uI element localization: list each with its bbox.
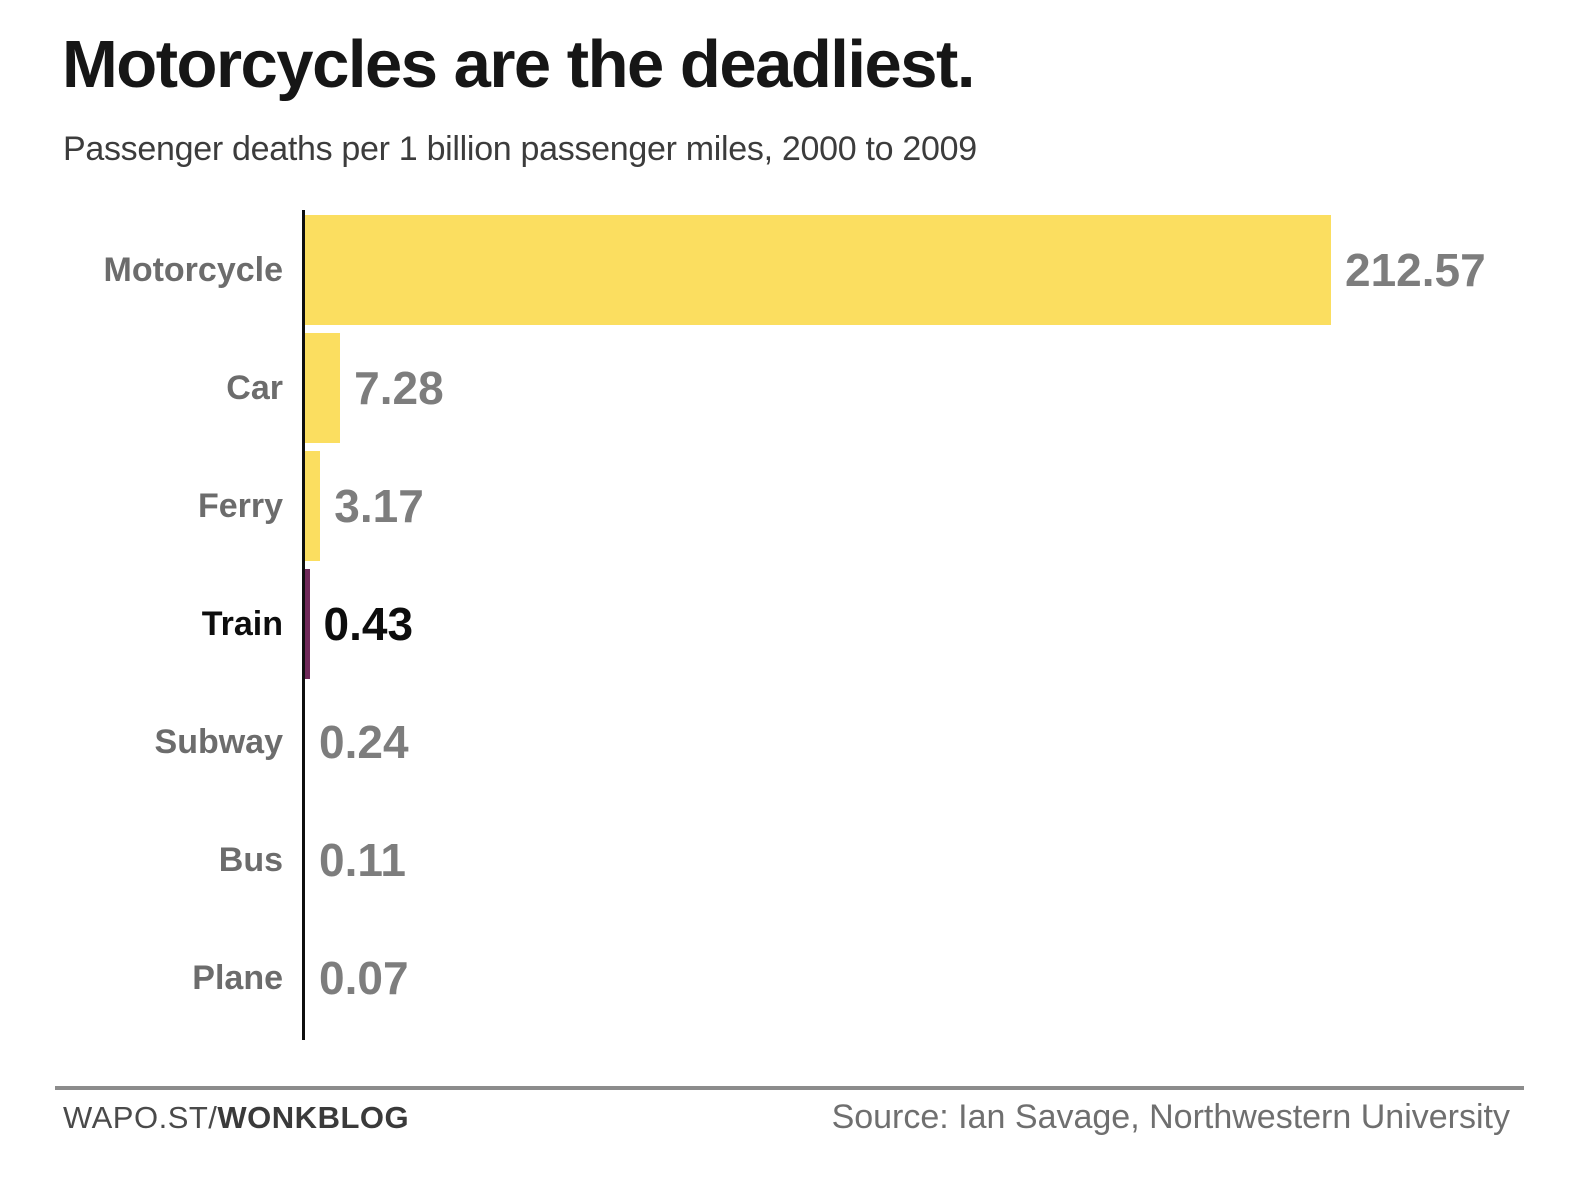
- category-label: Car: [226, 368, 283, 407]
- chart-row: Subway 0.24: [0, 683, 1579, 801]
- bar-track: 0.24: [302, 687, 1579, 797]
- chart-subtitle: Passenger deaths per 1 billion passenger…: [63, 130, 977, 168]
- chart-row: Plane 0.07: [0, 919, 1579, 1037]
- value-label: 7.28: [354, 362, 444, 414]
- bar-chart: Motorcycle 212.57 Car 7.28 Ferry 3.17 Tr…: [0, 210, 1579, 1040]
- value-label: 0.43: [323, 598, 414, 650]
- y-axis-line: [302, 210, 305, 1040]
- bar-train: [305, 569, 310, 679]
- chart-row: Car 7.28: [0, 329, 1579, 447]
- category-label: Subway: [154, 722, 283, 761]
- chart-row: Ferry 3.17: [0, 447, 1579, 565]
- bar-track: 0.07: [302, 923, 1579, 1033]
- chart-row: Motorcycle 212.57: [0, 211, 1579, 329]
- value-label: 212.57: [1345, 244, 1486, 296]
- chart-row: Bus 0.11: [0, 801, 1579, 919]
- brand-credit: WAPO.ST/WONKBLOG: [63, 1100, 409, 1136]
- bar-track: 212.57: [302, 215, 1579, 325]
- bar-track: 3.17: [302, 451, 1579, 561]
- value-label: 0.24: [319, 716, 409, 768]
- bar-track: 0.43: [302, 569, 1579, 679]
- brand-name: WONKBLOG: [217, 1100, 410, 1135]
- chart-rows: Motorcycle 212.57 Car 7.28 Ferry 3.17 Tr…: [0, 211, 1579, 1037]
- bar-track: 7.28: [302, 333, 1579, 443]
- category-label: Bus: [218, 840, 283, 879]
- bar-track: 0.11: [302, 805, 1579, 915]
- chart-row: Train 0.43: [0, 565, 1579, 683]
- footer-divider: [55, 1086, 1524, 1090]
- category-label: Motorcycle: [103, 250, 284, 289]
- value-label: 0.11: [319, 834, 406, 886]
- bar-ferry: [305, 451, 321, 561]
- source-credit: Source: Ian Savage, Northwestern Univers…: [831, 1098, 1510, 1136]
- chart-title: Motorcycles are the deadliest.: [62, 27, 975, 102]
- category-label: Plane: [192, 958, 283, 997]
- bar-car: [305, 333, 341, 443]
- value-label: 0.07: [319, 952, 409, 1004]
- bar-motorcycle: [305, 215, 1331, 325]
- value-label: 3.17: [334, 480, 424, 532]
- category-label: Train: [201, 604, 283, 643]
- category-label: Ferry: [197, 486, 283, 525]
- brand-prefix: WAPO.ST/: [63, 1100, 218, 1135]
